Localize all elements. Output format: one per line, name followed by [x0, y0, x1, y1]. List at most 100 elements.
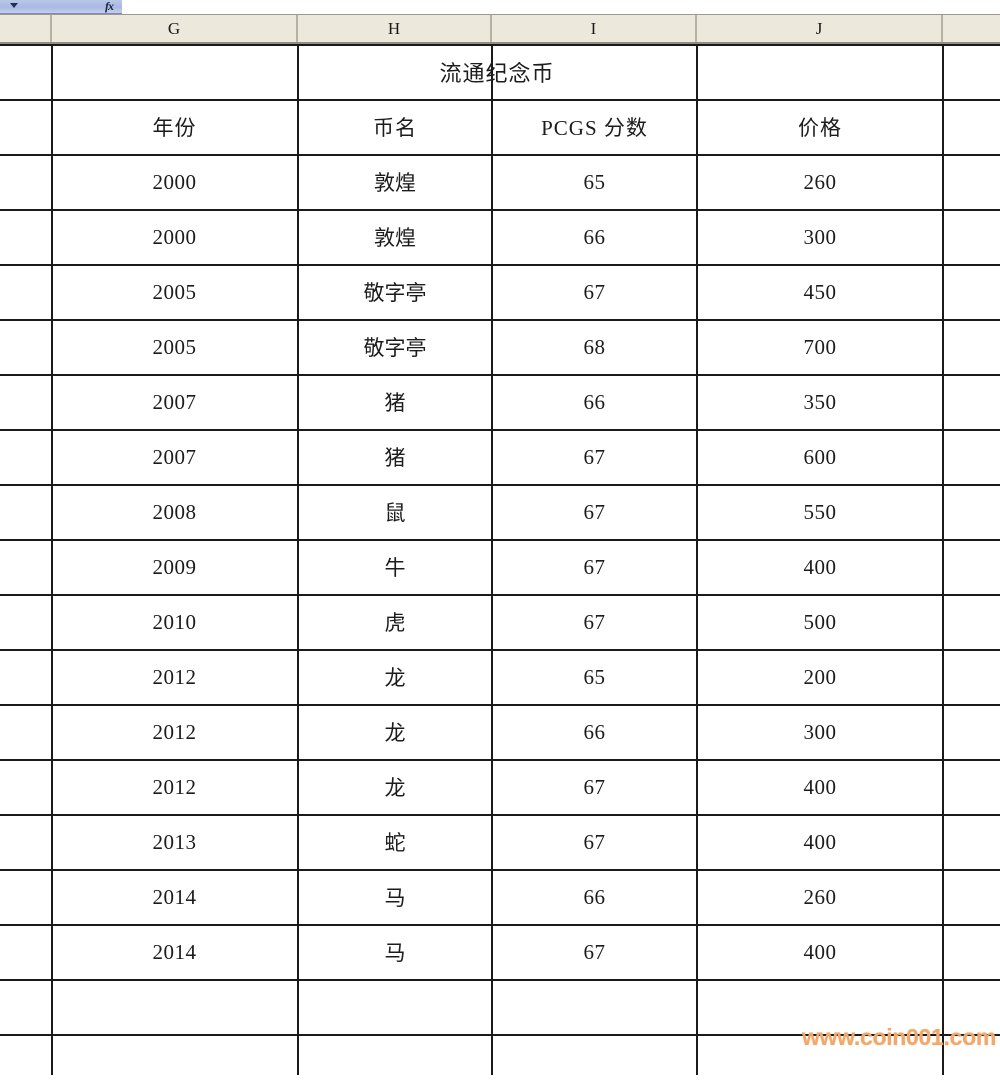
cell-year-row-8[interactable]: 2009 — [152, 554, 197, 579]
cell-pcgs-grade-row-7[interactable]: 67 — [583, 499, 606, 524]
cell-coin-name-row-16[interactable] — [299, 980, 491, 1034]
cell-pcgs-grade-row-3[interactable]: 67 — [583, 279, 606, 304]
column-header-f-partial[interactable] — [0, 15, 52, 42]
cell-coin-name-row-7[interactable]: 鼠 — [384, 501, 406, 525]
cell-price-row-7[interactable]: 550 — [803, 499, 837, 524]
cell-coin-name-row-8[interactable]: 牛 — [384, 556, 406, 580]
table-header-coin-name[interactable]: 币名 — [373, 116, 417, 140]
cell-year-row-1[interactable]: 2000 — [152, 169, 197, 194]
formula-bar-input[interactable] — [122, 0, 1000, 14]
column-header-g[interactable]: G — [52, 15, 298, 42]
column-header-k-partial[interactable] — [943, 15, 1000, 42]
cell-year-row-15[interactable]: 2014 — [152, 939, 197, 964]
grid-hline-top — [0, 44, 1000, 46]
grid-hline-r13 — [0, 869, 1000, 871]
grid-vline-f-g — [51, 44, 53, 1075]
table-header-pcgs-grade[interactable]: PCGS 分数 — [541, 116, 648, 140]
column-header-h[interactable]: H — [298, 15, 492, 42]
cell-price-row-3[interactable]: 450 — [803, 279, 837, 304]
cell-pcgs-grade-row-2[interactable]: 66 — [583, 224, 606, 249]
cell-pcgs-grade-row-10[interactable]: 65 — [583, 664, 606, 689]
sheet-title[interactable]: 流通纪念币 — [439, 61, 555, 86]
table-header-year[interactable]: 年份 — [152, 116, 197, 140]
formula-bar[interactable]: fx — [0, 0, 122, 14]
cell-coin-name-row-13[interactable]: 蛇 — [384, 831, 406, 855]
cell-price-row-5[interactable]: 350 — [803, 389, 837, 414]
cell-year-row-12[interactable]: 2012 — [152, 774, 197, 799]
grid-hline-r3 — [0, 319, 1000, 321]
cell-coin-name-row-5[interactable]: 猪 — [384, 391, 406, 415]
grid-hline-r4 — [0, 374, 1000, 376]
cell-year-row-6[interactable]: 2007 — [152, 444, 197, 469]
column-header-i[interactable]: I — [492, 15, 697, 42]
cell-coin-name-row-6[interactable]: 猪 — [384, 446, 406, 470]
cell-pcgs-grade-row-6[interactable]: 67 — [583, 444, 606, 469]
cell-year-row-16[interactable] — [52, 980, 297, 1034]
cell-pcgs-grade-row-16[interactable] — [493, 980, 696, 1034]
cell-coin-name-row-17[interactable] — [299, 1035, 491, 1089]
cell-year-row-2[interactable]: 2000 — [152, 224, 197, 249]
cell-year-row-4[interactable]: 2005 — [152, 334, 197, 359]
cell-year-row-13[interactable]: 2013 — [152, 829, 197, 854]
cell-price-row-13[interactable]: 400 — [803, 829, 837, 854]
cell-year-row-5[interactable]: 2007 — [152, 389, 197, 414]
grid-hline-header-bottom — [0, 154, 1000, 156]
grid-hline-r10 — [0, 704, 1000, 706]
chevron-down-icon[interactable] — [10, 3, 18, 8]
grid-hline-r2 — [0, 264, 1000, 266]
grid-hline-r11 — [0, 759, 1000, 761]
cell-price-row-14[interactable]: 260 — [803, 884, 837, 909]
cell-price-row-6[interactable]: 600 — [803, 444, 837, 469]
spreadsheet-grid[interactable]: 流通纪念币 年份 币名 PCGS 分数 价格 2000 敦煌 65 260 2000 敦煌… — [0, 44, 1000, 1075]
cell-coin-name-row-10[interactable]: 龙 — [384, 666, 406, 690]
cell-pcgs-grade-row-17[interactable] — [493, 1035, 696, 1089]
cell-coin-name-row-1[interactable]: 敦煌 — [374, 171, 416, 195]
cell-price-row-15[interactable]: 400 — [803, 939, 837, 964]
grid-hline-r16 — [0, 1034, 1000, 1036]
cell-year-row-7[interactable]: 2008 — [152, 499, 197, 524]
cell-year-row-11[interactable]: 2012 — [152, 719, 197, 744]
cell-coin-name-row-11[interactable]: 龙 — [384, 721, 406, 745]
grid-hline-r9 — [0, 649, 1000, 651]
cell-coin-name-row-9[interactable]: 虎 — [384, 611, 406, 635]
cell-pcgs-grade-row-4[interactable]: 68 — [583, 334, 606, 359]
cell-year-row-9[interactable]: 2010 — [152, 609, 197, 634]
cell-price-row-12[interactable]: 400 — [803, 774, 837, 799]
grid-hline-r1 — [0, 209, 1000, 211]
cell-pcgs-grade-row-12[interactable]: 67 — [583, 774, 606, 799]
table-header-price[interactable]: 价格 — [798, 116, 842, 140]
cell-price-row-11[interactable]: 300 — [803, 719, 837, 744]
cell-price-row-8[interactable]: 400 — [803, 554, 837, 579]
cell-price-row-9[interactable]: 500 — [803, 609, 837, 634]
cell-coin-name-row-4[interactable]: 敬字亭 — [363, 336, 427, 360]
cell-coin-name-row-12[interactable]: 龙 — [384, 776, 406, 800]
cell-pcgs-grade-row-13[interactable]: 67 — [583, 829, 606, 854]
grid-hline-r5 — [0, 429, 1000, 431]
cell-price-row-10[interactable]: 200 — [803, 664, 837, 689]
cell-year-row-3[interactable]: 2005 — [152, 279, 197, 304]
site-watermark: www.coin001.com — [801, 1024, 996, 1050]
cell-price-row-2[interactable]: 300 — [803, 224, 837, 249]
grid-hline-r15 — [0, 979, 1000, 981]
cell-year-row-14[interactable]: 2014 — [152, 884, 197, 909]
cell-price-row-4[interactable]: 700 — [803, 334, 837, 359]
grid-hline-r7 — [0, 539, 1000, 541]
cell-coin-name-row-14[interactable]: 马 — [384, 886, 406, 910]
grid-hline-title-bottom — [0, 99, 1000, 101]
cell-pcgs-grade-row-9[interactable]: 67 — [583, 609, 606, 634]
cell-coin-name-row-15[interactable]: 马 — [384, 941, 406, 965]
cell-pcgs-grade-row-5[interactable]: 66 — [583, 389, 606, 414]
cell-coin-name-row-2[interactable]: 敦煌 — [374, 226, 416, 250]
cell-coin-name-row-3[interactable]: 敬字亭 — [363, 281, 427, 305]
cell-year-row-10[interactable]: 2012 — [152, 664, 197, 689]
cell-pcgs-grade-row-15[interactable]: 67 — [583, 939, 606, 964]
fx-icon[interactable]: fx — [105, 0, 114, 13]
grid-hline-r6 — [0, 484, 1000, 486]
cell-pcgs-grade-row-1[interactable]: 65 — [583, 169, 606, 194]
column-header-j[interactable]: J — [697, 15, 943, 42]
cell-pcgs-grade-row-8[interactable]: 67 — [583, 554, 606, 579]
cell-pcgs-grade-row-14[interactable]: 66 — [583, 884, 606, 909]
cell-pcgs-grade-row-11[interactable]: 66 — [583, 719, 606, 744]
cell-year-row-17[interactable] — [52, 1035, 297, 1089]
cell-price-row-1[interactable]: 260 — [803, 169, 837, 194]
